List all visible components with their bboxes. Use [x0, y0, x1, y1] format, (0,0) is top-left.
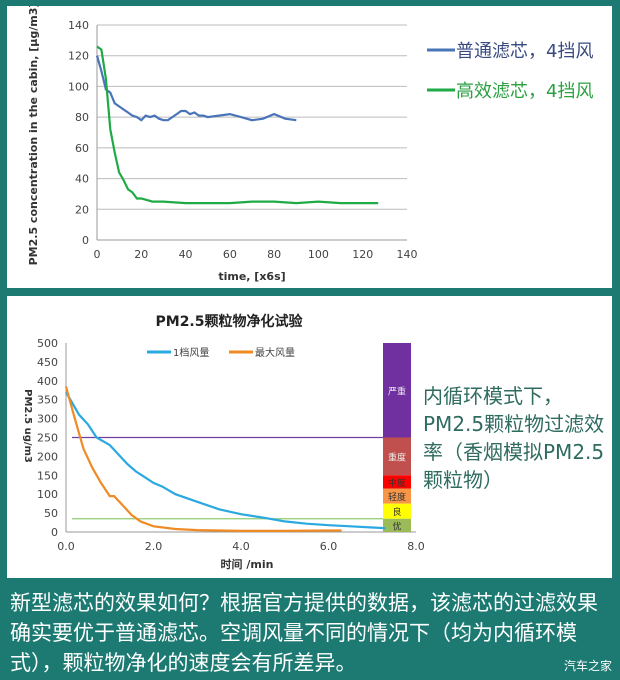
x-tick-label: 0.0 — [57, 540, 75, 553]
band-label: 严重 — [388, 385, 406, 397]
band-label: 中度 — [388, 477, 406, 489]
y-tick-label: 80 — [75, 111, 89, 124]
y-tick-label: 350 — [37, 394, 58, 407]
series-line-0 — [95, 55, 297, 122]
band-3 — [383, 488, 411, 504]
legend-label: 最大风量 — [255, 346, 295, 359]
legend-label: 1档风量 — [173, 346, 209, 359]
chart-panel-top: 0 20 40 60 80 100 120 140 0 20 40 60 80 100 120 140 time… — [7, 6, 612, 288]
caption: 新型滤芯的效果如何？根据官方提供的数据，该滤芯的过滤效果确实要优于普通滤芯。空调… — [10, 591, 598, 675]
y-tick-label: 300 — [37, 413, 58, 426]
series-line-1 — [64, 386, 342, 532]
y-tick-label: 100 — [37, 488, 58, 501]
y-tick-label: 100 — [68, 80, 89, 93]
x-axis-label: 时间 /min — [221, 557, 274, 571]
y-tick-label: 60 — [75, 142, 89, 155]
y-tick-label: 500 — [37, 337, 58, 350]
series-line-1 — [96, 45, 379, 205]
x-tick-label: 20 — [134, 248, 148, 261]
y-tick-label: 140 — [68, 19, 89, 32]
x-tick-label: 6.0 — [320, 540, 338, 553]
y-tick-label: 120 — [68, 50, 89, 63]
band-1 — [383, 437, 411, 476]
legend-label: 高效滤芯，4挡风 — [456, 81, 593, 102]
band-0 — [383, 343, 411, 438]
band-4 — [383, 503, 411, 519]
x-tick-label: 80 — [267, 248, 281, 261]
y-tick-label: 150 — [37, 469, 58, 482]
band-label: 优 — [392, 520, 401, 532]
y-tick-label: 400 — [37, 375, 58, 388]
band-label: 轻度 — [388, 491, 406, 503]
band-5 — [383, 518, 411, 532]
y-axis-label: PM2.5 ug/m3 — [22, 389, 33, 463]
y-tick-label: 0 — [51, 526, 58, 539]
series-line-0 — [65, 391, 386, 530]
chart-title: PM2.5颗粒物净化试验 — [156, 313, 304, 330]
x-tick-label: 2.0 — [145, 540, 163, 553]
x-tick-label: 60 — [223, 248, 237, 261]
watermark: 汽车之家 — [563, 659, 612, 673]
y-tick-label: 450 — [37, 356, 58, 369]
x-tick-label: 0 — [94, 248, 101, 261]
y-tick-label: 20 — [75, 203, 89, 216]
band-label: 良 — [392, 506, 401, 518]
y-tick-label: 50 — [44, 507, 58, 520]
legend-label: 普通滤芯，4挡风 — [456, 41, 593, 62]
side-note: 内循环模式下，PM2.5颗粒物过滤效率（香烟模拟PM2.5颗粒物） — [423, 384, 605, 492]
y-axis-label: PM2.5 concentration in the cabin, [μg/m3… — [27, 6, 40, 265]
y-tick-label: 250 — [37, 432, 58, 445]
x-tick-label: 40 — [179, 248, 193, 261]
y-tick-label: 40 — [75, 173, 89, 186]
y-tick-label: 0 — [82, 234, 89, 247]
x-tick-label: 8.0 — [407, 540, 425, 553]
cabin-pm25-chart: 0 20 40 60 80 100 120 140 0 20 40 60 80 100 120 140 time… — [27, 6, 593, 283]
x-tick-label: 120 — [352, 248, 373, 261]
x-tick-label: 4.0 — [232, 540, 250, 553]
band-label: 重度 — [388, 451, 406, 463]
x-tick-label: 100 — [308, 248, 329, 261]
x-axis-label: time, [x6s] — [218, 270, 285, 283]
chart-panel-bottom: 0 50 100 150 200 250 300 350 400 450 500 0.0 2.0 4.0 6… — [7, 296, 612, 578]
x-tick-label: 140 — [397, 248, 418, 261]
y-tick-label: 200 — [37, 450, 58, 463]
band-2 — [383, 475, 411, 489]
pm25-purification-chart: 0 50 100 150 200 250 300 350 400 450 500 0.0 2.0 4.0 6… — [22, 313, 425, 571]
